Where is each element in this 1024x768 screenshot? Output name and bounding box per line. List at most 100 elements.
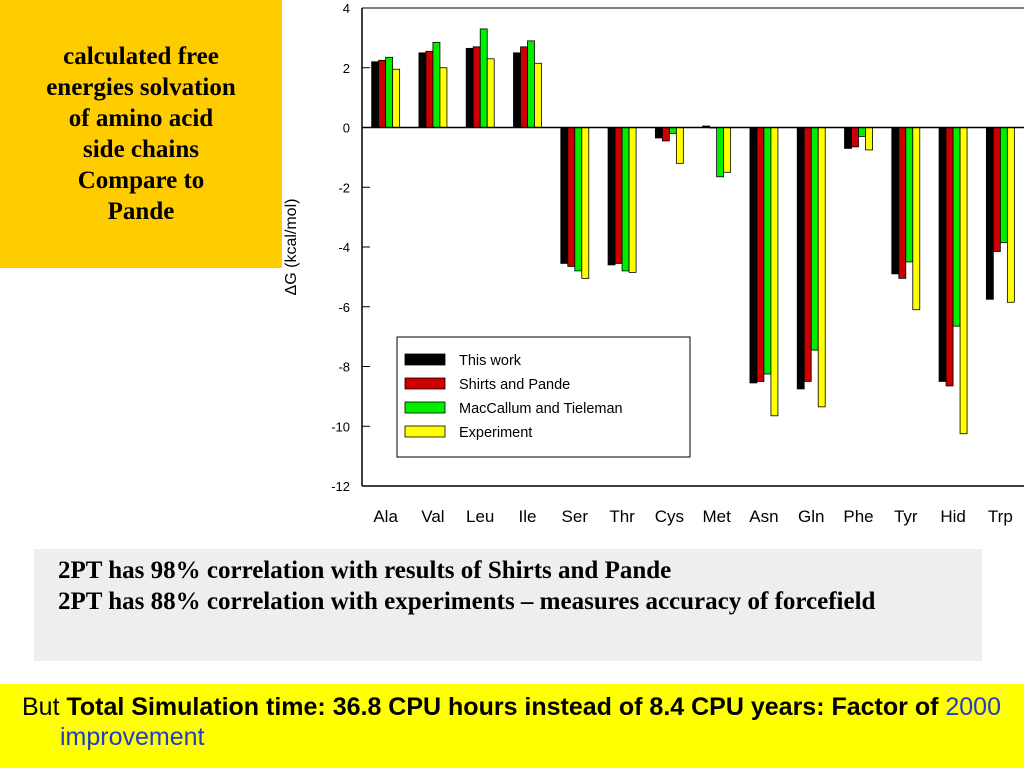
y-tick-label: -2 — [338, 180, 350, 195]
x-tick-label: Val — [421, 507, 444, 526]
legend-swatch — [404, 401, 446, 414]
x-tick-label: Hid — [940, 507, 966, 526]
x-tick-label: Thr — [609, 507, 635, 526]
bar — [938, 127, 947, 382]
y-tick-label: -4 — [338, 240, 350, 255]
x-tick-label: Ala — [373, 507, 398, 526]
x-tick-label: Gln — [798, 507, 824, 526]
legend-swatch — [404, 425, 446, 438]
bar — [817, 127, 826, 408]
bar — [716, 127, 725, 178]
title-line: Pande — [107, 198, 175, 225]
bar — [581, 127, 590, 279]
y-tick-label: -8 — [338, 360, 350, 375]
title-line: side chains — [82, 136, 199, 163]
title-line: of amino acid — [68, 105, 214, 132]
notes-box: 2PT has 98% correlation with results of … — [34, 549, 982, 661]
bar — [385, 56, 394, 128]
footer-accent-text: 2000 improvement — [60, 693, 1001, 751]
bar — [891, 127, 900, 275]
y-axis-label: ΔG (kcal/mol) — [283, 199, 300, 296]
y-tick-label: -10 — [331, 419, 350, 434]
x-tick-label: Tyr — [894, 507, 918, 526]
y-tick-label: -6 — [338, 300, 350, 315]
bar — [945, 127, 954, 387]
legend-label: Experiment — [459, 425, 532, 441]
bar — [520, 46, 528, 128]
bar-chart: 4 2 0 -2 -4 -6 -8 -10 -12 Ala Val Leu Ile Ser Thr Cys Me… — [282, 0, 1024, 540]
bar — [425, 50, 434, 128]
bar — [865, 127, 873, 151]
bar — [534, 62, 542, 128]
bar — [472, 46, 481, 128]
bar — [560, 127, 569, 264]
y-tick-label: 0 — [343, 121, 350, 136]
x-tick-label: Trp — [988, 507, 1013, 526]
title-line: Compare to — [77, 167, 205, 194]
bar — [952, 127, 961, 327]
bar — [628, 127, 637, 273]
bar — [844, 127, 852, 149]
y-tick-label: 4 — [343, 1, 350, 16]
title-box: calculated free energies solvation of am… — [0, 0, 282, 268]
bar — [567, 127, 576, 267]
legend-swatch — [404, 353, 446, 366]
bar — [675, 127, 684, 164]
bar — [513, 52, 521, 128]
legend-label: This work — [459, 353, 522, 369]
y-tick-label: 2 — [343, 61, 350, 76]
bar — [418, 52, 427, 128]
bar — [858, 127, 866, 137]
title-line: energies solvation — [46, 74, 236, 101]
bar — [898, 127, 907, 279]
bar — [486, 58, 495, 128]
bar — [770, 127, 779, 417]
bar — [661, 127, 670, 142]
chart-svg: 4 2 0 -2 -4 -6 -8 -10 -12 Ala Val Leu Ile Ser Thr Cys Me… — [283, 1, 1024, 526]
bar — [668, 127, 677, 134]
x-tick-label: Phe — [843, 507, 873, 526]
footer-prefix: But — [22, 693, 67, 721]
bar — [439, 67, 448, 128]
bar — [992, 127, 1001, 252]
bar — [763, 127, 772, 375]
bar — [803, 127, 812, 382]
legend-box — [396, 336, 691, 458]
x-tick-label: Cys — [655, 507, 684, 526]
bar — [479, 28, 488, 128]
note-line: 2PT has 88% correlation with experiments… — [58, 588, 876, 615]
legend-label: Shirts and Pande — [459, 377, 570, 393]
legend-label: MacCallum and Tieleman — [459, 401, 623, 417]
bar — [810, 127, 819, 351]
bar — [851, 127, 859, 148]
bar — [905, 127, 914, 263]
bar — [378, 59, 387, 128]
bar — [723, 127, 732, 173]
note-line: 2PT has 98% correlation with results of … — [58, 557, 672, 584]
x-tick-label: Ile — [519, 507, 537, 526]
y-tick-label: -12 — [331, 479, 350, 494]
bar — [654, 127, 663, 139]
legend-swatch — [404, 377, 446, 390]
bar — [432, 41, 441, 128]
x-tick-label: Asn — [749, 507, 778, 526]
bar — [371, 61, 380, 128]
bar — [614, 127, 623, 264]
bar — [999, 127, 1008, 243]
x-tick-label: Ser — [562, 507, 589, 526]
bar — [756, 127, 765, 382]
footer-box: But Total Simulation time: 36.8 CPU hour… — [0, 684, 1024, 768]
bar — [959, 127, 968, 435]
x-tick-label: Leu — [466, 507, 494, 526]
bar — [527, 40, 535, 128]
footer-bold-text: Total Simulation time: 36.8 CPU hours in… — [66, 693, 946, 721]
bar — [796, 127, 805, 390]
bar — [749, 127, 758, 384]
bar — [607, 127, 616, 266]
title-line: calculated free — [63, 43, 219, 70]
bar — [574, 127, 583, 272]
footer-text: But Total Simulation time: 36.8 CPU hour… — [22, 692, 1006, 752]
bar — [465, 47, 474, 128]
bar — [912, 127, 921, 311]
bar — [621, 127, 630, 272]
